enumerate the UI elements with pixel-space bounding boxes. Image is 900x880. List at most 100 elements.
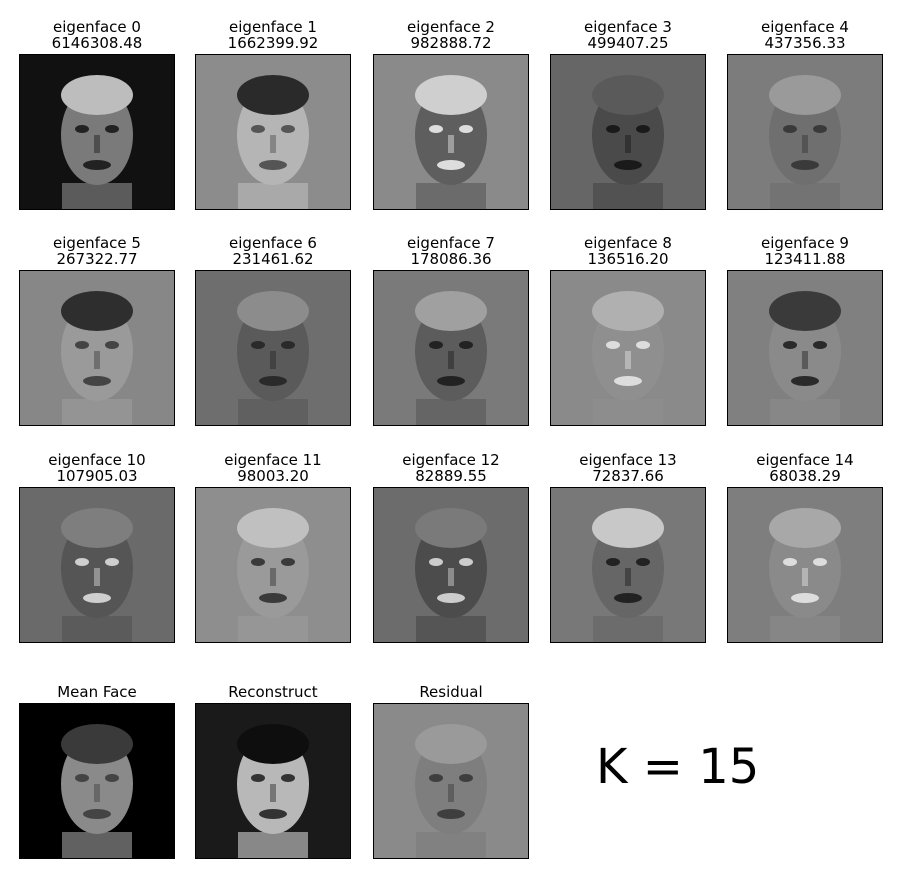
- panel-label: eigenface 1: [229, 18, 317, 36]
- face-image-frame: [19, 54, 175, 210]
- face-panel: eigenface 8 136516.20: [550, 216, 706, 426]
- face-image: [374, 704, 528, 858]
- panel-title: eigenface 12 82889.55: [373, 452, 529, 484]
- panel-title: eigenface 13 72837.66: [550, 452, 706, 484]
- panel-title: Mean Face: [19, 684, 175, 700]
- face-image: [551, 271, 705, 425]
- panel-label: eigenface 2: [407, 18, 495, 36]
- face-image-frame: [19, 487, 175, 643]
- face-image-frame: [727, 487, 883, 643]
- k-label: K = 15: [596, 739, 760, 795]
- face-panel: Mean Face: [19, 649, 175, 859]
- eigenvalue: 136516.20: [587, 250, 669, 268]
- panel-label: Reconstruct: [228, 683, 318, 701]
- panel-label: eigenface 4: [761, 18, 849, 36]
- panel-label: eigenface 7: [407, 234, 495, 252]
- face-image-frame: [19, 270, 175, 426]
- face-image: [20, 271, 174, 425]
- eigenvalue: 267322.77: [56, 250, 138, 268]
- face-image-frame: [195, 54, 351, 210]
- panel-title: eigenface 4 437356.33: [727, 19, 883, 51]
- face-image-frame: [550, 270, 706, 426]
- panel-title: eigenface 7 178086.36: [373, 235, 529, 267]
- face-image-frame: [550, 487, 706, 643]
- panel-title: eigenface 8 136516.20: [550, 235, 706, 267]
- face-panel: eigenface 13 72837.66: [550, 433, 706, 643]
- face-panel: Residual: [373, 649, 529, 859]
- panel-title: eigenface 10 107905.03: [19, 452, 175, 484]
- panel-title: eigenface 2 982888.72: [373, 19, 529, 51]
- panel-label: eigenface 5: [53, 234, 141, 252]
- panel-label: eigenface 6: [229, 234, 317, 252]
- panel-title: eigenface 9 123411.88: [727, 235, 883, 267]
- face-image: [551, 488, 705, 642]
- eigenvalue: 178086.36: [410, 250, 492, 268]
- face-image-frame: [195, 487, 351, 643]
- panel-title: eigenface 0 6146308.48: [19, 19, 175, 51]
- face-panel: eigenface 5 267322.77: [19, 216, 175, 426]
- eigenvalue: 499407.25: [587, 34, 669, 52]
- eigenvalue: 68038.29: [769, 467, 841, 485]
- face-image-frame: [373, 703, 529, 859]
- eigenvalue: 98003.20: [237, 467, 309, 485]
- panel-title: Residual: [373, 684, 529, 700]
- eigenvalue: 1662399.92: [227, 34, 319, 52]
- panel-title: eigenface 11 98003.20: [195, 452, 351, 484]
- face-image-frame: [550, 54, 706, 210]
- face-image-frame: [19, 703, 175, 859]
- face-panel: Reconstruct: [195, 649, 351, 859]
- face-panel: eigenface 0 6146308.48: [19, 0, 175, 210]
- panel-title: eigenface 14 68038.29: [727, 452, 883, 484]
- face-panel: eigenface 7 178086.36: [373, 216, 529, 426]
- panel-title: eigenface 6 231461.62: [195, 235, 351, 267]
- panel-label: eigenface 11: [224, 451, 322, 469]
- face-image: [196, 488, 350, 642]
- face-image: [728, 55, 882, 209]
- face-image-frame: [195, 270, 351, 426]
- panel-label: Residual: [419, 683, 483, 701]
- face-panel: eigenface 4 437356.33: [727, 0, 883, 210]
- panel-title: eigenface 5 267322.77: [19, 235, 175, 267]
- face-panel: eigenface 9 123411.88: [727, 216, 883, 426]
- face-panel: eigenface 3 499407.25: [550, 0, 706, 210]
- face-image: [196, 271, 350, 425]
- face-image: [374, 55, 528, 209]
- face-panel: eigenface 11 98003.20: [195, 433, 351, 643]
- eigenvalue: 82889.55: [415, 467, 487, 485]
- panel-title: eigenface 1 1662399.92: [195, 19, 351, 51]
- face-image: [196, 704, 350, 858]
- face-image-frame: [373, 487, 529, 643]
- panel-title: eigenface 3 499407.25: [550, 19, 706, 51]
- face-image-frame: [727, 270, 883, 426]
- panel-label: Mean Face: [57, 683, 137, 701]
- face-panel: eigenface 1 1662399.92: [195, 0, 351, 210]
- panel-label: eigenface 12: [402, 451, 500, 469]
- face-panel: eigenface 12 82889.55: [373, 433, 529, 643]
- panel-label: eigenface 3: [584, 18, 672, 36]
- face-image-frame: [195, 703, 351, 859]
- eigenvalue: 231461.62: [232, 250, 314, 268]
- face-panel: eigenface 14 68038.29: [727, 433, 883, 643]
- face-image-frame: [727, 54, 883, 210]
- eigenvalue: 437356.33: [764, 34, 846, 52]
- panel-title: Reconstruct: [195, 684, 351, 700]
- face-image-frame: [373, 54, 529, 210]
- face-panel: eigenface 10 107905.03: [19, 433, 175, 643]
- eigenvalue: 123411.88: [764, 250, 846, 268]
- face-image: [374, 488, 528, 642]
- face-image: [551, 55, 705, 209]
- eigenvalue: 107905.03: [56, 467, 138, 485]
- panel-label: eigenface 9: [761, 234, 849, 252]
- face-panel: eigenface 6 231461.62: [195, 216, 351, 426]
- eigenvalue: 72837.66: [592, 467, 664, 485]
- face-image: [374, 271, 528, 425]
- panel-label: eigenface 10: [48, 451, 146, 469]
- face-image: [728, 488, 882, 642]
- face-image: [196, 55, 350, 209]
- panel-label: eigenface 13: [579, 451, 677, 469]
- face-image: [20, 488, 174, 642]
- face-image-frame: [373, 270, 529, 426]
- face-image: [728, 271, 882, 425]
- panel-label: eigenface 8: [584, 234, 672, 252]
- panel-label: eigenface 14: [756, 451, 854, 469]
